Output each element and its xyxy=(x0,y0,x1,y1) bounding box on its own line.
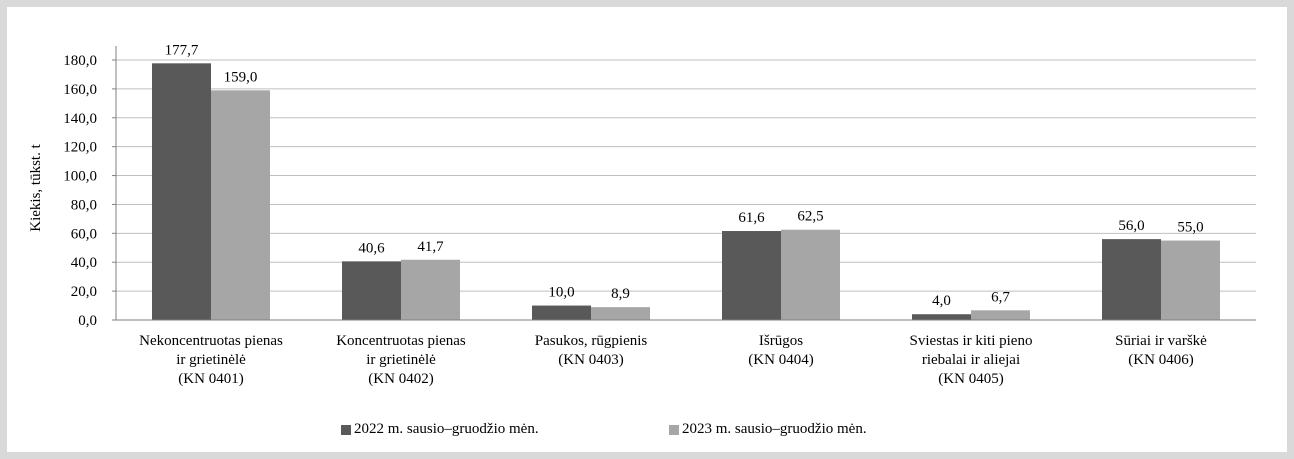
data-label: 8,9 xyxy=(611,286,630,302)
x-tick-label: riebalai ir aliejai xyxy=(922,352,1020,368)
y-tick-label: 140,0 xyxy=(63,111,97,127)
bar-2023 xyxy=(971,310,1030,320)
bar-2022 xyxy=(532,305,591,320)
x-tick-labels: Nekoncentruotas pienas ir grietinėlė (KN 0… xyxy=(139,333,1207,387)
data-label: 10,0 xyxy=(548,285,574,301)
data-label: 56,0 xyxy=(1118,218,1144,234)
y-tick-label: 40,0 xyxy=(71,255,97,271)
data-label: 55,0 xyxy=(1177,220,1203,236)
y-tick-label: 160,0 xyxy=(63,82,97,98)
bar-2022 xyxy=(912,314,971,320)
bar-2023 xyxy=(401,259,460,320)
legend-label-2023: 2023 m. sausio–gruodžio mėn. xyxy=(682,421,867,437)
data-labels: 177,7 159,0 40,6 41,7 10,0 8,9 61,6 62,5 4,0 6,7 5… xyxy=(165,42,1204,309)
x-tick-label: Nekoncentruotas pienas xyxy=(139,333,283,349)
legend-label-2022: 2022 m. sausio–gruodžio mėn. xyxy=(354,421,539,437)
y-tick-labels: 0,0 20,0 40,0 60,0 80,0 100,0 120,0 140,0 160,0 1… xyxy=(63,53,97,329)
data-label: 6,7 xyxy=(991,289,1010,305)
gridlines xyxy=(112,46,1256,321)
x-tick-label: (KN 0404) xyxy=(748,352,813,368)
bar-2022 xyxy=(1102,239,1161,320)
x-tick-label: Koncentruotas pienas xyxy=(336,333,466,349)
bar-2023 xyxy=(591,307,650,320)
bar-2023 xyxy=(211,90,270,320)
data-label: 159,0 xyxy=(224,69,258,85)
x-tick-label: Pasukos, rūgpienis xyxy=(535,333,648,349)
legend-swatch-2022 xyxy=(341,424,351,435)
y-tick-label: 20,0 xyxy=(71,284,97,300)
x-tick-label: Sviestas ir kiti pieno xyxy=(910,333,1033,349)
data-label: 62,5 xyxy=(797,209,823,225)
data-label: 41,7 xyxy=(417,239,444,255)
data-label: 4,0 xyxy=(932,293,951,309)
x-tick-label: Išrūgos xyxy=(759,333,803,349)
x-tick-label: ir grietinėlė xyxy=(366,352,436,368)
bar-2022 xyxy=(152,63,211,320)
x-tick-label: ir grietinėlė xyxy=(176,352,246,368)
y-tick-label: 80,0 xyxy=(71,197,97,213)
bar-2023 xyxy=(781,229,840,320)
x-tick-label: (KN 0405) xyxy=(938,371,1003,387)
x-tick-label: (KN 0401) xyxy=(178,371,243,387)
data-label: 61,6 xyxy=(738,210,765,226)
y-tick-label: 120,0 xyxy=(63,140,97,156)
x-tick-label: (KN 0403) xyxy=(558,352,623,368)
data-label: 177,7 xyxy=(165,42,199,58)
y-axis-label: Kiekis, tūkst. t xyxy=(28,143,44,231)
data-label: 40,6 xyxy=(358,240,385,256)
legend-item-2023: 2023 m. sausio–gruodžio mėn. xyxy=(669,421,867,438)
bar-2022 xyxy=(342,261,401,320)
y-tick-label: 60,0 xyxy=(71,226,97,242)
y-tick-label: 180,0 xyxy=(63,53,97,69)
bar-2023 xyxy=(1161,240,1220,320)
x-tick-label: (KN 0402) xyxy=(368,371,433,387)
y-tick-label: 100,0 xyxy=(63,169,97,185)
x-tick-label: (KN 0406) xyxy=(1128,352,1193,368)
legend-item-2022: 2022 m. sausio–gruodžio mėn. xyxy=(341,421,539,438)
bar-2022 xyxy=(722,231,781,320)
y-tick-label: 0,0 xyxy=(78,313,97,329)
bars xyxy=(152,63,1220,320)
x-tick-label: Sūriai ir varškė xyxy=(1115,333,1207,349)
legend-swatch-2023 xyxy=(669,424,679,435)
